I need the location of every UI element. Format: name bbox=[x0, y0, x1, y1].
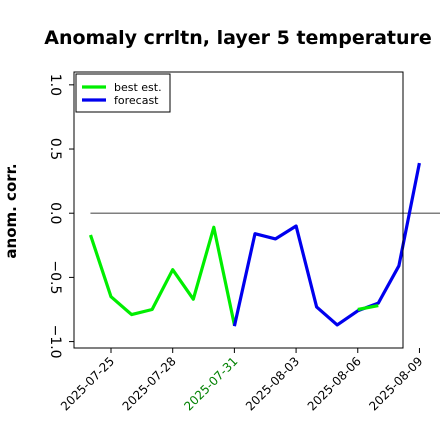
y-axis-label: anom. corr. bbox=[2, 163, 20, 258]
legend-frame bbox=[75, 73, 171, 113]
plot-frame bbox=[73, 71, 404, 349]
series-line-segment-2 bbox=[357, 304, 379, 312]
legend-label: forecast bbox=[114, 94, 159, 107]
y-tick-label: −1.0 bbox=[47, 325, 63, 359]
x-tick-label: 2025-08-03 bbox=[243, 354, 302, 413]
series-line-forecast bbox=[232, 162, 421, 327]
y-tick-label: 1.0 bbox=[47, 74, 63, 96]
legend-label: best est. bbox=[114, 81, 162, 94]
x-tick-label: 2025-08-09 bbox=[366, 354, 425, 413]
x-tick-label: 2025-07-31 bbox=[181, 354, 240, 413]
legend: best est.forecast bbox=[75, 73, 171, 113]
y-tick-label: 0.0 bbox=[47, 202, 63, 224]
x-tick-label: 2025-07-28 bbox=[120, 354, 179, 413]
x-tick-label: 2025-07-25 bbox=[58, 354, 117, 413]
y-tick-label: 0.5 bbox=[47, 138, 63, 160]
series-line-best-est bbox=[88, 225, 236, 326]
x-tick-label: 2025-08-06 bbox=[305, 354, 364, 413]
y-tick-label: −0.5 bbox=[47, 260, 63, 294]
chart-title: Anomaly crrltn, layer 5 temperature bbox=[44, 27, 432, 49]
